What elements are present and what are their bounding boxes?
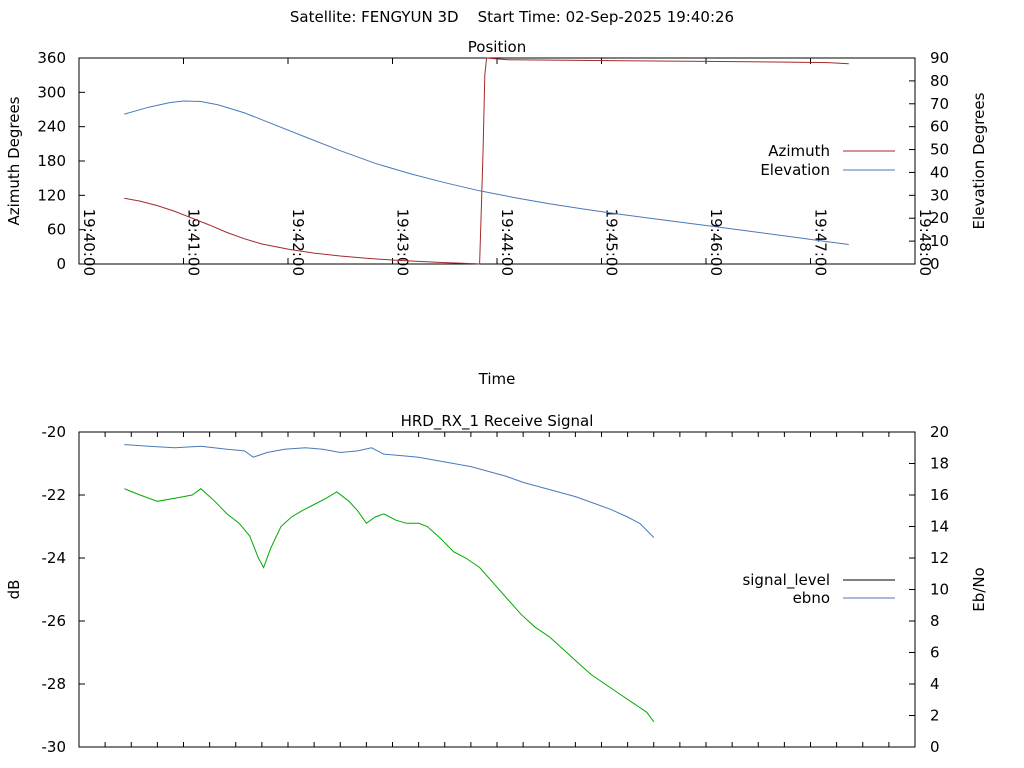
y-tick-label-0: 0 xyxy=(56,255,66,273)
y-tick-label-0: 180 xyxy=(37,152,66,170)
chart-header: Satellite: FENGYUN 3D Start Time: 02-Sep… xyxy=(0,8,1024,26)
y2-tick-label-0: 0 xyxy=(930,255,940,273)
y-tick-label-1: -26 xyxy=(42,612,67,630)
y2-tick-label-1: 4 xyxy=(930,675,940,693)
x-tick-label-0: 19:41:00 xyxy=(185,209,203,276)
y-tick-label-0: 300 xyxy=(37,83,66,101)
y2-tick-label-1: 12 xyxy=(930,549,949,567)
y2-tick-label-0: 80 xyxy=(930,72,949,90)
x-tick-label-0: 19:47:00 xyxy=(812,209,830,276)
legend-label-ebno: ebno xyxy=(793,589,830,607)
y2-axis-label-1: Eb/No xyxy=(970,567,988,611)
y2-axis-label-0: Elevation Degrees xyxy=(970,92,988,229)
y2-tick-label-1: 2 xyxy=(930,707,940,725)
y2-tick-label-0: 50 xyxy=(930,141,949,159)
y-tick-label-0: 60 xyxy=(47,221,66,239)
series-line-Azimuth xyxy=(124,57,849,265)
y-tick-label-0: 120 xyxy=(37,186,66,204)
y2-tick-label-1: 8 xyxy=(930,612,940,630)
start-time-label: Start Time: 02-Sep-2025 19:40:26 xyxy=(477,8,735,26)
y2-tick-label-0: 30 xyxy=(930,186,949,204)
satellite-label: Satellite: FENGYUN 3D xyxy=(289,8,459,26)
series-line-Elevation xyxy=(124,100,849,245)
x-tick-label-0: 19:46:00 xyxy=(707,209,725,276)
y2-tick-label-0: 20 xyxy=(930,209,949,227)
chart-title-1: HRD_RX_1 Receive Signal xyxy=(401,412,594,431)
y2-tick-label-0: 90 xyxy=(930,49,949,67)
y2-tick-label-1: 6 xyxy=(930,644,940,662)
chart-title-0: Position xyxy=(468,38,526,56)
x-axis-label-0: Time xyxy=(478,370,516,388)
x-tick-label-0: 19:45:00 xyxy=(603,209,621,276)
x-tick-label-0: 19:40:00 xyxy=(80,209,98,276)
y2-tick-label-0: 40 xyxy=(930,163,949,181)
legend-label-Azimuth: Azimuth xyxy=(768,142,830,160)
series-line-signal_level xyxy=(124,488,655,723)
y2-tick-label-0: 10 xyxy=(930,232,949,250)
y-tick-label-1: -20 xyxy=(42,423,67,441)
plot-frame-1 xyxy=(78,431,916,748)
legend-label-Elevation: Elevation xyxy=(760,161,830,179)
legend-label-signal_level: signal_level xyxy=(742,571,830,590)
y2-tick-label-1: 18 xyxy=(930,455,949,473)
y-axis-label-0: Azimuth Degrees xyxy=(5,96,23,225)
y2-tick-label-1: 16 xyxy=(930,486,949,504)
y2-tick-label-0: 60 xyxy=(930,118,949,136)
series-line-ebno xyxy=(124,444,655,538)
x-tick-label-0: 19:44:00 xyxy=(498,209,516,276)
y-tick-label-1: -30 xyxy=(42,738,67,756)
y-tick-label-1: -22 xyxy=(42,486,67,504)
y2-tick-label-0: 70 xyxy=(930,95,949,113)
x-tick-label-0: 19:42:00 xyxy=(289,209,307,276)
y2-tick-label-1: 0 xyxy=(930,738,940,756)
y-tick-label-0: 360 xyxy=(37,49,66,67)
y2-tick-label-1: 10 xyxy=(930,581,949,599)
y-tick-label-0: 240 xyxy=(37,118,66,136)
y-tick-label-1: -24 xyxy=(42,549,67,567)
y-axis-label-1: dB xyxy=(5,580,23,600)
y2-tick-label-1: 20 xyxy=(930,423,949,441)
x-tick-label-0: 19:43:00 xyxy=(394,209,412,276)
x-tick-label-0: 19:48:00 xyxy=(916,209,934,276)
y-tick-label-1: -28 xyxy=(42,675,67,693)
y2-tick-label-1: 14 xyxy=(930,518,949,536)
